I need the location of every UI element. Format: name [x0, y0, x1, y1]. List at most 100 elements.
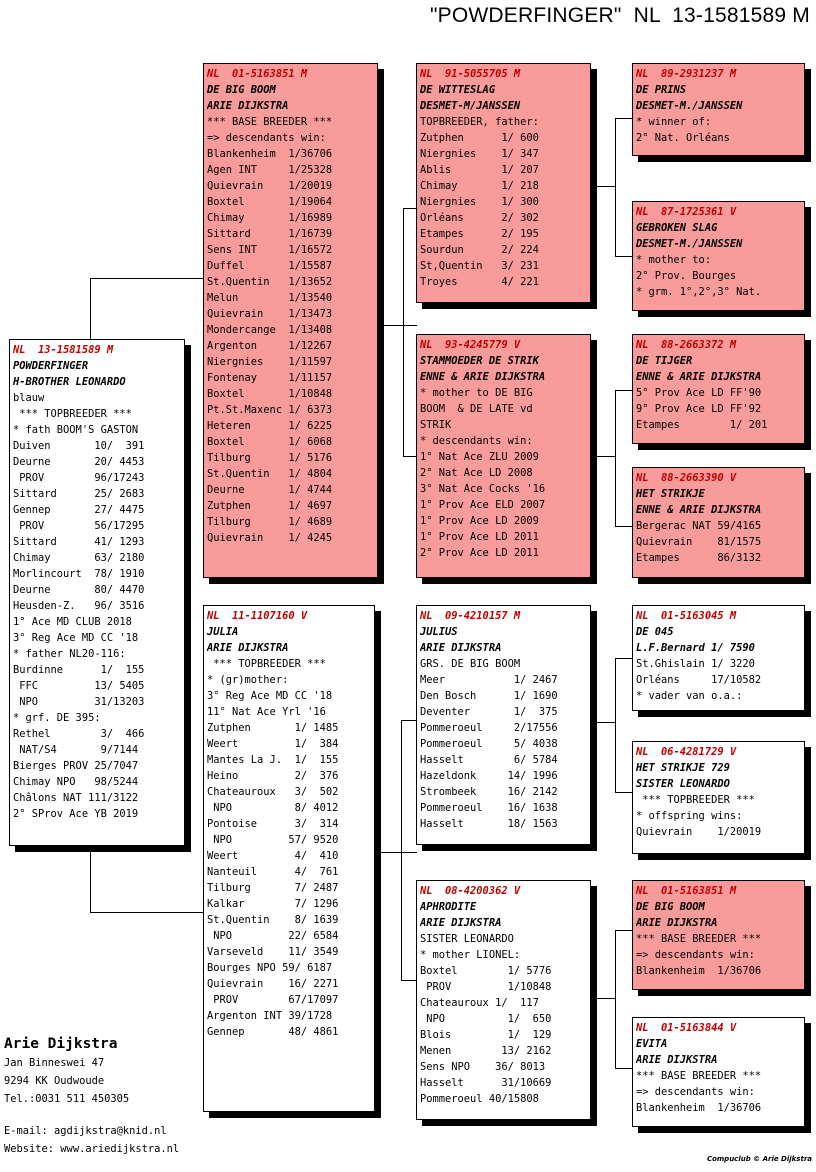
pedigree-line: Heteren 1/ 6225 — [207, 420, 333, 432]
pedigree-line: * (gr)mother: — [207, 674, 289, 686]
pedigree-line: Rethel 3/ 466 — [13, 728, 145, 740]
pedigree-line: Gennep 48/ 4861 — [207, 1026, 339, 1038]
pigeon-name: DE 045 — [636, 626, 674, 638]
connector-line — [403, 456, 417, 457]
pigeon-name: APHRODITE — [420, 901, 477, 913]
pedigree-line: * fath BOOM'S GASTON — [13, 424, 139, 436]
pedigree-line: Troyes 4/ 221 — [420, 276, 539, 288]
pedigree-line: 5° Prov Ace LD FF'90 — [636, 387, 762, 399]
ring-number: NL 91-5055705 M — [420, 68, 521, 80]
pigeon-name: HET STRIKJE 729 — [636, 762, 730, 774]
pedigree-line: *** BASE BREEDER *** — [207, 116, 333, 128]
pigeon-name: DE BIG BOOM — [207, 84, 276, 96]
pedigree-line: Bierges PROV 25/7047 — [13, 760, 139, 772]
pedigree-line: Menen 13/ 2162 — [420, 1045, 552, 1057]
pedigree-line: STRIK — [420, 419, 452, 431]
pedigree-line: Pommeroeul 16/ 1638 — [420, 802, 558, 814]
pedigree-line: *** TOPBREEDER *** — [13, 408, 132, 420]
pigeon-card-sire-dam-dam: NL 88-2663390 V HET STRIKJE ENNE & ARIE DI… — [632, 467, 805, 578]
pedigree-line: => descendants win: — [636, 1086, 755, 1098]
pigeon-card-sire-sire-dam: NL 87-1725361 V GEBROKEN SLAG DESMET-M./JA… — [632, 201, 805, 311]
pigeon-subtitle: SISTER LEONARDO — [636, 778, 730, 790]
pedigree-line: 2° Prov. Bourges — [636, 270, 737, 282]
pedigree-line: Pontoise 3/ 314 — [207, 818, 339, 830]
connector-line — [615, 930, 616, 1068]
ring-number: NL 89-2931237 M — [636, 68, 737, 80]
pigeon-card-sire-sire-sire: NL 89-2931237 M DE PRINS DESMET-M./JANSSEN… — [632, 63, 805, 156]
pedigree-line: Zutphen 1/ 1485 — [207, 722, 339, 734]
pedigree-line: SISTER LEONARDO — [420, 933, 514, 945]
pedigree-line: Blankenheim 1/36706 — [207, 148, 333, 160]
pedigree-line: 2° Nat. Orléans — [636, 132, 730, 144]
pedigree-line: Heusden-Z. 96/ 3516 — [13, 600, 145, 612]
owner-city: 9294 KK Oudwoude — [4, 1075, 105, 1087]
connector-line — [403, 208, 404, 456]
pigeon-card-dam-sire-sire: NL 01-5163045 M DE 045 L.F.Bernard 1/ 7590… — [632, 605, 805, 711]
owner-email[interactable]: E-mail: agdijkstra@knid.nl — [4, 1125, 167, 1137]
connector-line — [615, 118, 616, 256]
ring-number: NL 01-5163844 V — [636, 1022, 737, 1034]
pedigree-line: Chimay NPO 98/5244 — [13, 776, 139, 788]
pigeon-name: POWDERFINGER — [13, 360, 89, 372]
pedigree-line: *** BASE BREEDER *** — [636, 933, 762, 945]
pedigree-line: Tilburg 7/ 2487 — [207, 882, 339, 894]
connector-line — [383, 325, 417, 326]
pedigree-line: Sittard 25/ 2683 — [13, 488, 145, 500]
pedigree-line: Deurne 20/ 4453 — [13, 456, 145, 468]
pigeon-subtitle: H-BROTHER LEONARDO — [13, 376, 126, 388]
pedigree-line: Argenton INT 39/1728 — [207, 1010, 333, 1022]
connector-line — [615, 256, 633, 257]
pedigree-line: *** TOPBREEDER *** — [636, 794, 755, 806]
pedigree-line: Zutphen 1/ 4697 — [207, 500, 333, 512]
owner-name: Arie Dijkstra — [4, 1036, 118, 1052]
pedigree-line: Zutphen 1/ 600 — [420, 132, 539, 144]
pigeon-name: DE TIJGER — [636, 355, 693, 367]
pedigree-line: Weert 1/ 384 — [207, 738, 339, 750]
pedigree-line: Heino 2/ 376 — [207, 770, 339, 782]
pedigree-line: Boxtel 1/ 5776 — [420, 965, 552, 977]
pedigree-line: Hasselt 31/10669 — [420, 1077, 552, 1089]
pedigree-line: => descendants win: — [636, 949, 755, 961]
pedigree-line: St.Ghislain 1/ 3220 — [636, 658, 755, 670]
connector-line — [90, 912, 204, 913]
pedigree-line: Hasselt 18/ 1563 — [420, 818, 558, 830]
pigeon-subtitle: DESMET-M/JANSSEN — [420, 100, 521, 112]
pedigree-line: Quievrain 16/ 2271 — [207, 978, 339, 990]
pedigree-line: Tilburg 1/ 5176 — [207, 452, 333, 464]
pedigree-line: 2° Prov Ace LD 2011 — [420, 547, 539, 559]
pedigree-line: * father NL20-116: — [13, 648, 126, 660]
pedigree-line: Boxtel 1/ 6068 — [207, 436, 333, 448]
ring-number: NL 93-4245779 V — [420, 339, 521, 351]
pedigree-line: Châlons NAT 111/3122 — [13, 792, 139, 804]
pedigree-line: => descendants win: — [207, 132, 326, 144]
pedigree-line: Chimay 1/16989 — [207, 212, 333, 224]
pedigree-line: Hasselt 6/ 5784 — [420, 754, 558, 766]
pigeon-subtitle: ENNE & ARIE DIJKSTRA — [636, 504, 762, 516]
pedigree-line: Sourdun 2/ 224 — [420, 244, 539, 256]
pedigree-line: Niergnies 1/ 300 — [420, 196, 539, 208]
connector-line — [597, 456, 615, 457]
owner-website[interactable]: Website: www.ariedijkstra.nl — [4, 1143, 180, 1155]
connector-line — [401, 980, 417, 981]
pedigree-line: 3° Reg Ace MD CC '18 — [13, 632, 139, 644]
pigeon-card-dam-sire: NL 09-4210157 M JULIUS ARIE DIJKSTRA GRS. D… — [416, 605, 591, 845]
pedigree-line: FFC 13/ 5405 — [13, 680, 145, 692]
pedigree-line: Etampes 86/3132 — [636, 552, 762, 564]
pigeon-card-dam: NL 11-1107160 V JULIA ARIE DIJKSTRA *** TO… — [203, 605, 375, 1112]
pedigree-line: Den Bosch 1/ 1690 — [420, 690, 558, 702]
owner-info: Arie Dijkstra Jan Binneswei 47 9294 KK O… — [4, 1034, 179, 1158]
pedigree-line: 2° Nat Ace LD 2008 — [420, 467, 533, 479]
pedigree-line: * mother to DE BIG — [420, 387, 533, 399]
pedigree-line: Kalkar 7/ 1296 — [207, 898, 339, 910]
pedigree-line: Deurne 80/ 4470 — [13, 584, 145, 596]
pedigree-line: Sens NPO 36/ 8013 — [420, 1061, 546, 1073]
pedigree-line: *** BASE BREEDER *** — [636, 1070, 762, 1082]
pedigree-line: PROV 1/10848 — [420, 981, 552, 993]
pedigree-line: 1° Prov Ace LD 2009 — [420, 515, 539, 527]
pedigree-line: * winner of: — [636, 116, 712, 128]
pedigree-line: St,Quentin 3/ 231 — [420, 260, 539, 272]
connector-line — [90, 852, 91, 912]
pedigree-line: St.Quentin 8/ 1639 — [207, 914, 339, 926]
pedigree-line: * grm. 1°,2°,3° Nat. — [636, 286, 762, 298]
pedigree-line: Blankenheim 1/36706 — [636, 965, 762, 977]
